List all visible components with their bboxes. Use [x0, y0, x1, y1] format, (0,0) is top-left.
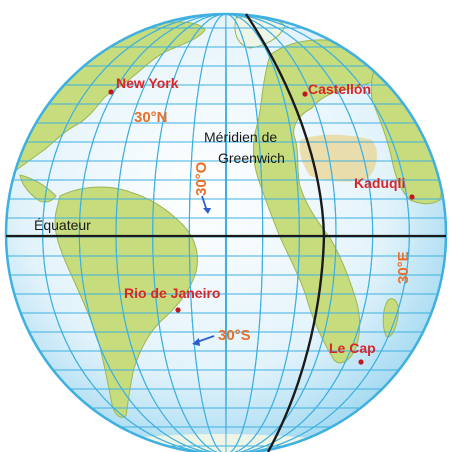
- lat-30s-label: 30°S: [218, 327, 251, 344]
- rio-dot: [175, 307, 181, 313]
- globe-outline: [4, 12, 448, 452]
- meridian-line: [42, 14, 410, 452]
- kaduqli-dot: [409, 194, 415, 200]
- castellon-label: Castellón: [308, 81, 371, 97]
- arrow-30s: [196, 335, 215, 343]
- greenwich-meridian: [245, 13, 326, 452]
- meridian-label-line1: Méridien de: [204, 129, 277, 145]
- meridian-line: [115, 14, 337, 452]
- arrow-30w-head: [203, 208, 211, 214]
- central-america: [19, 174, 57, 203]
- meridian-line: [188, 14, 264, 452]
- le-cap-dot: [358, 359, 364, 365]
- south-america: [54, 186, 198, 418]
- lat-30n-label: 30°N: [134, 109, 168, 126]
- rio-label: Rio de Janeiro: [124, 285, 220, 301]
- castellon-dot: [302, 91, 308, 97]
- meridian-line: [152, 14, 300, 452]
- arrow-30s-head: [192, 338, 200, 346]
- madagascar: [382, 298, 399, 338]
- meridian-line: [78, 14, 374, 452]
- sahara: [299, 134, 377, 182]
- meridian-label-line2: Greenwich: [218, 150, 285, 166]
- kaduqli-label: Kaduqli: [354, 175, 405, 191]
- equator-label: Équateur: [34, 217, 91, 233]
- lon-30e-label: 30°E: [395, 251, 412, 284]
- new-york-dot: [108, 89, 114, 95]
- new-york-label: New York: [116, 75, 179, 91]
- lon-30w-label: 30°O: [193, 161, 210, 196]
- le-cap-label: Le Cap: [329, 340, 376, 356]
- meridian-line: [224, 14, 228, 452]
